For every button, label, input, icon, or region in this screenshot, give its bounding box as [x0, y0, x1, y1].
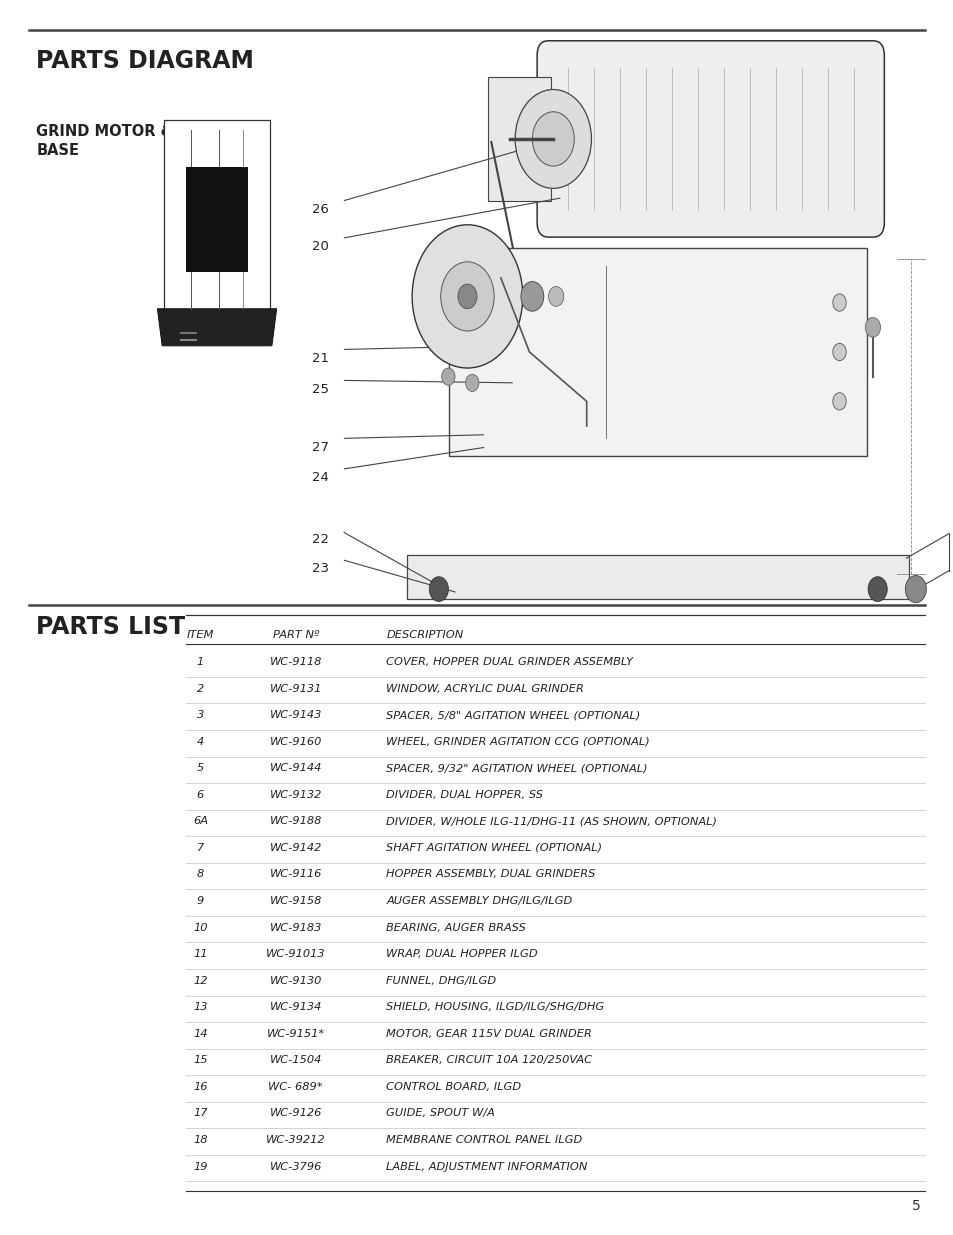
Circle shape — [532, 112, 574, 167]
FancyBboxPatch shape — [186, 167, 248, 272]
Text: WRAP, DUAL HOPPER ILGD: WRAP, DUAL HOPPER ILGD — [386, 948, 537, 960]
Text: GUIDE, SPOUT W/A: GUIDE, SPOUT W/A — [386, 1109, 495, 1119]
Text: WC-9151*: WC-9151* — [267, 1029, 324, 1039]
Text: WC-9188: WC-9188 — [270, 816, 321, 826]
Text: WC-3796: WC-3796 — [270, 1161, 321, 1172]
Text: WC-9130: WC-9130 — [270, 976, 321, 986]
Text: 17: 17 — [193, 1109, 208, 1119]
Text: 18: 18 — [193, 1135, 208, 1145]
Circle shape — [429, 577, 448, 601]
Circle shape — [465, 374, 478, 391]
FancyBboxPatch shape — [449, 248, 866, 456]
Text: WC-9118: WC-9118 — [270, 657, 321, 667]
Text: COVER, HOPPER DUAL GRINDER ASSEMBLY: COVER, HOPPER DUAL GRINDER ASSEMBLY — [386, 657, 633, 667]
Text: DIVIDER, DUAL HOPPER, SS: DIVIDER, DUAL HOPPER, SS — [386, 790, 543, 800]
Text: 12: 12 — [193, 976, 208, 986]
Text: GRIND MOTOR &
BASE: GRIND MOTOR & BASE — [36, 124, 173, 158]
Text: WC-9134: WC-9134 — [270, 1002, 321, 1013]
Text: WC-9183: WC-9183 — [270, 923, 321, 932]
Text: 10: 10 — [193, 923, 208, 932]
Text: WC-9144: WC-9144 — [270, 763, 321, 773]
FancyBboxPatch shape — [537, 41, 883, 237]
Text: WC-9132: WC-9132 — [270, 790, 321, 800]
Circle shape — [412, 225, 522, 368]
Text: WINDOW, ACRYLIC DUAL GRINDER: WINDOW, ACRYLIC DUAL GRINDER — [386, 684, 583, 694]
Text: 27: 27 — [312, 441, 329, 453]
FancyBboxPatch shape — [407, 555, 908, 599]
Text: AUGER ASSEMBLY DHG/ILG/ILGD: AUGER ASSEMBLY DHG/ILG/ILGD — [386, 895, 572, 906]
Text: 5: 5 — [911, 1199, 920, 1213]
Text: FUNNEL, DHG/ILGD: FUNNEL, DHG/ILGD — [386, 976, 496, 986]
Text: DIVIDER, W/HOLE ILG-11/DHG-11 (AS SHOWN, OPTIONAL): DIVIDER, W/HOLE ILG-11/DHG-11 (AS SHOWN,… — [386, 816, 717, 826]
Text: 23: 23 — [312, 562, 329, 574]
Text: WC-9131: WC-9131 — [270, 684, 321, 694]
Text: LABEL, ADJUSTMENT INFORMATION: LABEL, ADJUSTMENT INFORMATION — [386, 1161, 587, 1172]
Text: SPACER, 5/8" AGITATION WHEEL (OPTIONAL): SPACER, 5/8" AGITATION WHEEL (OPTIONAL) — [386, 710, 640, 720]
Text: WC-9116: WC-9116 — [270, 869, 321, 879]
Text: 2: 2 — [196, 684, 204, 694]
Text: DESCRIPTION: DESCRIPTION — [386, 630, 463, 640]
Text: 8: 8 — [196, 869, 204, 879]
Text: 26: 26 — [312, 204, 329, 216]
Text: 5: 5 — [196, 763, 204, 773]
Text: 24: 24 — [312, 472, 329, 484]
Text: 6A: 6A — [193, 816, 208, 826]
Text: WC-9126: WC-9126 — [270, 1109, 321, 1119]
Circle shape — [441, 368, 455, 385]
Text: 25: 25 — [312, 383, 329, 395]
Text: WC-39212: WC-39212 — [266, 1135, 325, 1145]
Text: 20: 20 — [312, 241, 329, 253]
Text: BREAKER, CIRCUIT 10A 120/250VAC: BREAKER, CIRCUIT 10A 120/250VAC — [386, 1055, 592, 1066]
Text: 15: 15 — [193, 1055, 208, 1066]
Circle shape — [515, 90, 591, 189]
Text: PART Nº: PART Nº — [273, 630, 318, 640]
Text: 1: 1 — [196, 657, 204, 667]
Circle shape — [864, 317, 880, 337]
Text: 3: 3 — [196, 710, 204, 720]
Text: WC-1504: WC-1504 — [270, 1055, 321, 1066]
Text: 22: 22 — [312, 534, 329, 546]
Text: ITEM: ITEM — [187, 630, 213, 640]
Text: HOPPER ASSEMBLY, DUAL GRINDERS: HOPPER ASSEMBLY, DUAL GRINDERS — [386, 869, 595, 879]
Text: 7: 7 — [196, 842, 204, 853]
Circle shape — [832, 343, 845, 361]
Text: WHEEL, GRINDER AGITATION CCG (OPTIONAL): WHEEL, GRINDER AGITATION CCG (OPTIONAL) — [386, 736, 649, 747]
Text: 4: 4 — [196, 736, 204, 747]
Text: WC-9158: WC-9158 — [270, 895, 321, 906]
Polygon shape — [157, 309, 276, 346]
Text: PARTS DIAGRAM: PARTS DIAGRAM — [36, 49, 253, 73]
Text: 6: 6 — [196, 790, 204, 800]
Text: 13: 13 — [193, 1002, 208, 1013]
Circle shape — [457, 284, 476, 309]
Circle shape — [548, 287, 563, 306]
Text: 9: 9 — [196, 895, 204, 906]
Text: WC-91013: WC-91013 — [266, 948, 325, 960]
Text: SPACER, 9/32" AGITATION WHEEL (OPTIONAL): SPACER, 9/32" AGITATION WHEEL (OPTIONAL) — [386, 763, 647, 773]
Text: BEARING, AUGER BRASS: BEARING, AUGER BRASS — [386, 923, 526, 932]
Circle shape — [832, 294, 845, 311]
Text: WC-9142: WC-9142 — [270, 842, 321, 853]
Circle shape — [520, 282, 543, 311]
Circle shape — [832, 393, 845, 410]
Text: WC-9160: WC-9160 — [270, 736, 321, 747]
Text: 14: 14 — [193, 1029, 208, 1039]
FancyBboxPatch shape — [488, 77, 551, 201]
Circle shape — [904, 576, 925, 603]
Text: MOTOR, GEAR 115V DUAL GRINDER: MOTOR, GEAR 115V DUAL GRINDER — [386, 1029, 592, 1039]
Circle shape — [867, 577, 886, 601]
Text: WC-9143: WC-9143 — [270, 710, 321, 720]
Text: SHAFT AGITATION WHEEL (OPTIONAL): SHAFT AGITATION WHEEL (OPTIONAL) — [386, 842, 602, 853]
Text: CONTROL BOARD, ILGD: CONTROL BOARD, ILGD — [386, 1082, 521, 1092]
Circle shape — [440, 262, 494, 331]
Text: 11: 11 — [193, 948, 208, 960]
Text: SHIELD, HOUSING, ILGD/ILG/SHG/DHG: SHIELD, HOUSING, ILGD/ILG/SHG/DHG — [386, 1002, 604, 1013]
FancyBboxPatch shape — [164, 120, 270, 319]
Text: PARTS LIST: PARTS LIST — [36, 615, 185, 638]
Text: WC- 689*: WC- 689* — [268, 1082, 323, 1092]
Text: 19: 19 — [193, 1161, 208, 1172]
Text: 16: 16 — [193, 1082, 208, 1092]
Text: MEMBRANE CONTROL PANEL ILGD: MEMBRANE CONTROL PANEL ILGD — [386, 1135, 582, 1145]
Text: 21: 21 — [312, 352, 329, 364]
